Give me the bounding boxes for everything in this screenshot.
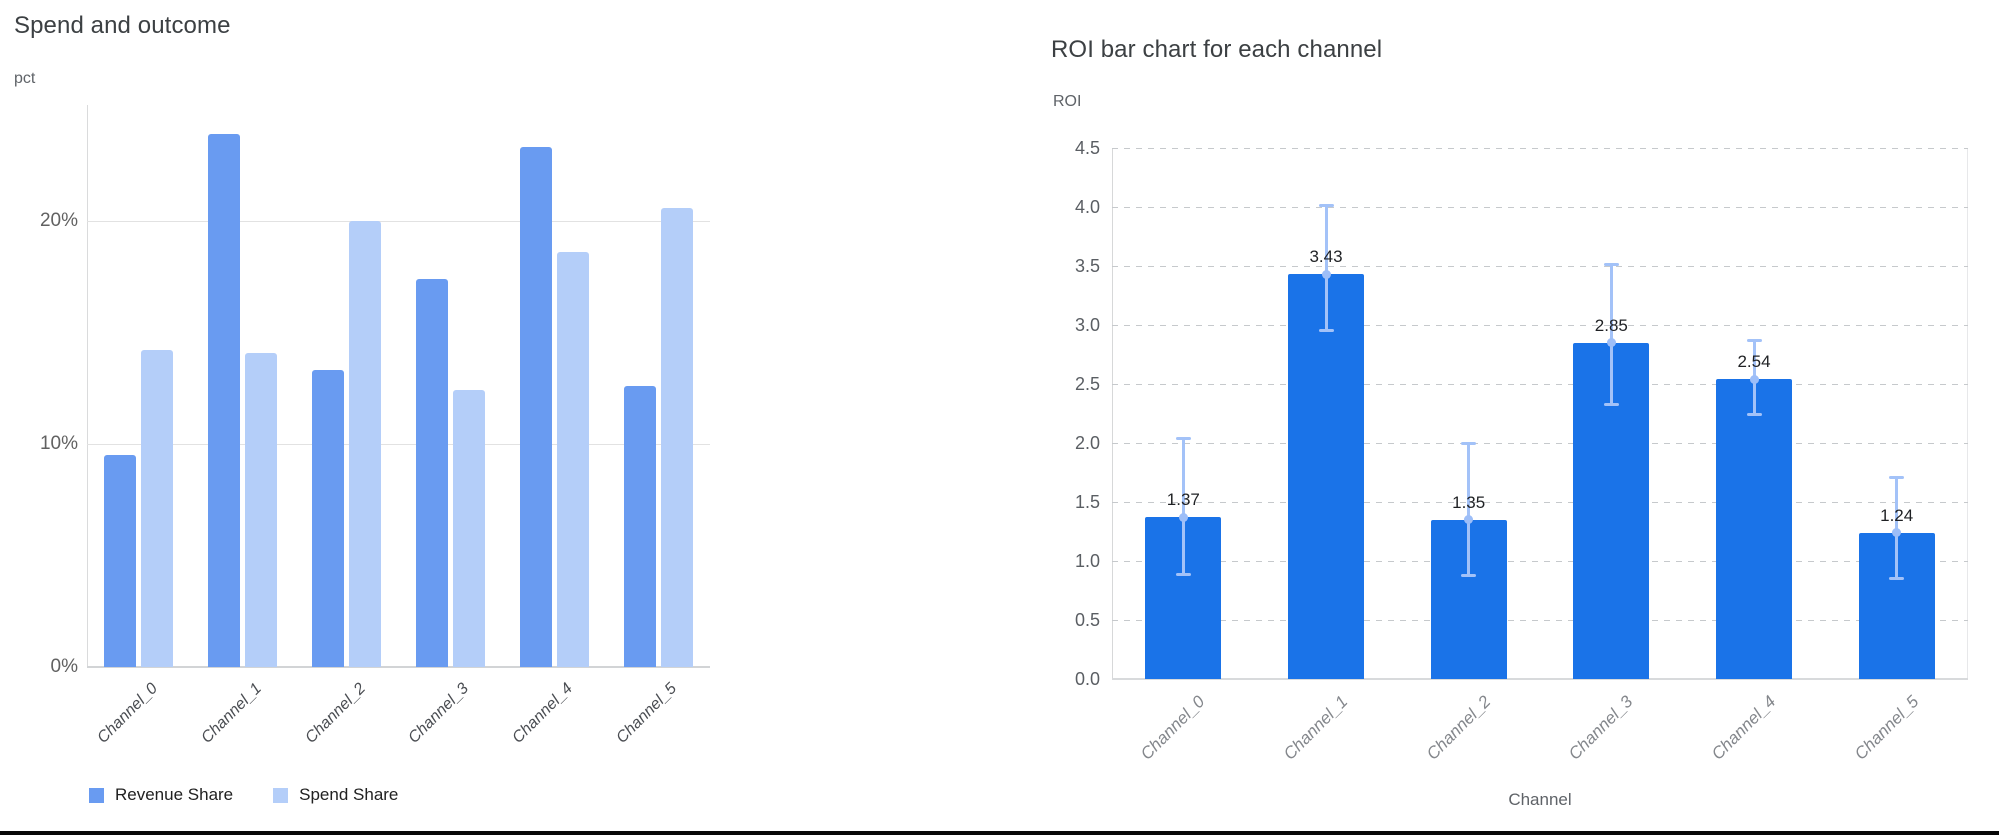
roi-value-label-channel_5: 1.24 [1880, 505, 1914, 525]
error-bar-top-cap-channel_3 [1603, 262, 1619, 266]
error-bar-top-cap-channel_0 [1175, 437, 1191, 441]
error-bar-line-channel_3 [1609, 263, 1613, 406]
right-ytick-0.5: 0.5 [1074, 610, 1100, 630]
right-gridline-4.0 [1112, 207, 1968, 208]
left-ytick-0%: 0% [50, 656, 78, 677]
right-ytick-1.5: 1.5 [1074, 492, 1100, 512]
right-gridline-0.5 [1112, 620, 1968, 621]
left-chart-legend: Revenue Share Spend Share [89, 785, 398, 805]
right-gridline-2.5 [1112, 384, 1968, 385]
bar-spend-share-channel_2[interactable] [349, 221, 382, 667]
right-chart-title: ROI bar chart for each channel [1051, 36, 1383, 63]
right-gridline-3.5 [1112, 266, 1968, 267]
right-xtick-channel_4: Channel_4 [1707, 692, 1780, 764]
error-bar-bottom-cap-channel_5 [1889, 576, 1905, 580]
right-xtick-channel_5: Channel_5 [1850, 692, 1923, 764]
spend-share-swatch-icon [273, 787, 289, 803]
error-bar-mean-dot-channel_2 [1464, 515, 1474, 525]
error-bar-line-channel_2 [1467, 443, 1471, 577]
revenue-share-legend-label: Revenue Share [115, 785, 234, 804]
roi-value-label-channel_0: 1.37 [1166, 490, 1200, 510]
right-ytick-0.0: 0.0 [1074, 669, 1100, 689]
error-bar-bottom-cap-channel_0 [1175, 573, 1191, 577]
error-bar-bottom-cap-channel_3 [1603, 403, 1619, 407]
bar-spend-share-channel_1[interactable] [245, 352, 278, 667]
right-x-axis-title: Channel [1508, 790, 1572, 809]
right-gridline-4.5 [1112, 148, 1968, 149]
roi-value-label-channel_2: 1.35 [1452, 492, 1486, 512]
error-bar-mean-dot-channel_4 [1749, 374, 1759, 384]
right-gridline-3.0 [1112, 325, 1968, 326]
left-y-axis-name: pct [14, 70, 36, 87]
right-ytick-1.0: 1.0 [1074, 551, 1100, 571]
bar-revenue-share-channel_3[interactable] [415, 278, 448, 667]
roi-value-label-channel_3: 2.85 [1594, 315, 1628, 335]
bar-spend-share-channel_5[interactable] [660, 207, 693, 667]
left-gridline-20% [87, 221, 710, 222]
bar-revenue-share-channel_5[interactable] [623, 386, 656, 667]
right-x-axis-baseline [1112, 678, 1968, 680]
bar-spend-share-channel_3[interactable] [452, 390, 485, 667]
right-gridline-2.0 [1112, 443, 1968, 444]
right-xtick-channel_0: Channel_0 [1137, 692, 1209, 764]
right-ytick-4.0: 4.0 [1074, 197, 1100, 217]
bar-revenue-share-channel_1[interactable] [208, 134, 241, 667]
left-gridline-10% [87, 444, 710, 445]
error-bar-line-channel_0 [1181, 438, 1185, 576]
error-bar-bottom-cap-channel_1 [1318, 328, 1334, 332]
error-bar-top-cap-channel_4 [1746, 339, 1762, 343]
right-ytick-4.5: 4.5 [1074, 138, 1100, 158]
right-ytick-2.5: 2.5 [1074, 374, 1100, 394]
roi-bar-channel_4[interactable] [1716, 379, 1792, 679]
error-bar-line-channel_1 [1324, 204, 1328, 331]
right-ytick-2.0: 2.0 [1074, 433, 1100, 453]
left-plot-area [87, 105, 710, 667]
right-y-axis-name: ROI [1053, 93, 1082, 110]
error-bar-top-cap-channel_2 [1461, 442, 1477, 445]
left-x-axis-baseline [87, 666, 710, 668]
legend-item-revenue-share[interactable]: Revenue Share [89, 785, 233, 805]
bar-spend-share-channel_0[interactable] [141, 350, 174, 667]
right-xtick-channel_3: Channel_3 [1565, 692, 1637, 764]
right-plot-area [1112, 148, 1968, 679]
left-ytick-10%: 10% [39, 433, 78, 454]
right-ytick-3.5: 3.5 [1074, 256, 1100, 276]
right-gridline-1.5 [1112, 502, 1968, 503]
bottom-border-line [0, 831, 1999, 835]
bar-revenue-share-channel_4[interactable] [519, 147, 552, 667]
spend-share-legend-label: Spend Share [299, 785, 399, 804]
roi-bar-channel_1[interactable] [1288, 274, 1364, 679]
error-bar-line-channel_5 [1895, 477, 1899, 579]
bar-revenue-share-channel_0[interactable] [104, 455, 137, 667]
bar-spend-share-channel_4[interactable] [556, 252, 589, 667]
error-bar-mean-dot-channel_3 [1606, 338, 1616, 348]
error-bar-mean-dot-channel_5 [1892, 528, 1902, 538]
roi-value-label-channel_4: 2.54 [1737, 352, 1771, 372]
roi-value-label-channel_1: 3.43 [1309, 247, 1343, 267]
legend-item-spend-share[interactable]: Spend Share [273, 785, 398, 805]
right-xtick-channel_2: Channel_2 [1422, 692, 1495, 764]
bar-revenue-share-channel_2[interactable] [312, 370, 345, 667]
error-bar-top-cap-channel_1 [1318, 203, 1334, 207]
error-bar-bottom-cap-channel_4 [1746, 412, 1762, 416]
error-bar-bottom-cap-channel_2 [1461, 574, 1477, 578]
revenue-share-swatch-icon [89, 787, 104, 803]
error-bar-mean-dot-channel_1 [1321, 269, 1331, 279]
error-bar-mean-dot-channel_0 [1178, 512, 1188, 522]
right-gridline-1.0 [1112, 561, 1968, 562]
right-ytick-3.0: 3.0 [1074, 315, 1100, 335]
right-xtick-channel_1: Channel_1 [1279, 692, 1352, 764]
left-ytick-20%: 20% [39, 210, 78, 231]
left-chart-title: Spend and outcome [14, 12, 231, 39]
error-bar-top-cap-channel_5 [1889, 476, 1905, 480]
